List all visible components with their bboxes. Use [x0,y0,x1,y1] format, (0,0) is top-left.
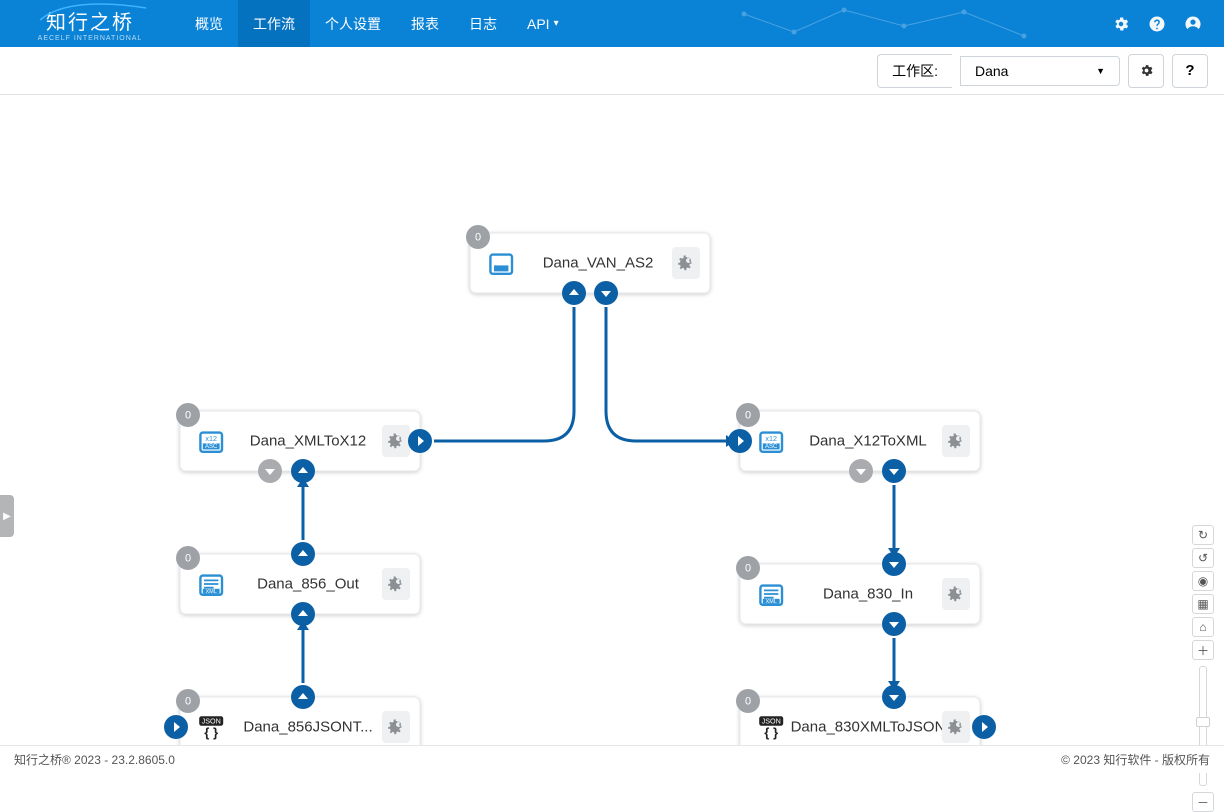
port-up-icon[interactable] [291,459,315,483]
svg-text:JSON: JSON [762,716,781,725]
nav-item-概览[interactable]: 概览 [180,0,238,47]
svg-text:Dana_XMLToX12: Dana_XMLToX12 [250,433,366,450]
svg-text:x12: x12 [205,434,217,443]
eye-button[interactable]: ◉ [1192,571,1214,591]
workspace-toolbar: 工作区: Dana ▼ ? [0,47,1224,95]
svg-text:Dana_830XMLToJSON: Dana_830XMLToJSON [791,719,946,736]
port-down-icon[interactable] [258,459,282,483]
brand-logo: 知行之桥 AECELF INTERNATIONAL [0,0,180,47]
svg-text:0: 0 [185,409,191,421]
nav-item-API[interactable]: API▾ [512,0,574,47]
plus-button[interactable]: ＋ [1192,640,1214,660]
svg-text:Dana_856JSONT...: Dana_856JSONT... [243,719,372,736]
svg-text:Dana_X12ToXML: Dana_X12ToXML [809,433,927,450]
redo-button[interactable]: ↻ [1192,525,1214,545]
port-right-icon[interactable] [728,429,752,453]
port-up-icon[interactable] [291,602,315,626]
node-830json[interactable]: 0 JSON{ } Dana_830XMLToJSON [736,689,980,745]
svg-text:{ }: { } [764,725,778,740]
svg-text:0: 0 [185,552,191,564]
port-down-icon[interactable] [849,459,873,483]
svg-text:0: 0 [745,695,751,707]
chevron-down-icon: ▾ [554,18,559,29]
top-navbar: 知行之桥 AECELF INTERNATIONAL 概览工作流个人设置报表日志A… [0,0,1224,47]
nav-items: 概览工作流个人设置报表日志API▾ [180,0,574,47]
svg-text:0: 0 [185,695,191,707]
undo-button[interactable]: ↺ [1192,548,1214,568]
footer: 知行之桥® 2023 - 23.2.8605.0 © 2023 知行软件 - 版… [0,745,1224,773]
port-up-icon[interactable] [291,685,315,709]
port-up-icon[interactable] [562,281,586,305]
svg-text:0: 0 [745,409,751,421]
port-down-icon[interactable] [882,552,906,576]
flow-canvas[interactable]: ▶ 0Dana_VAN_AS20x12ASCDana_XMLToX120x12A… [0,95,1224,745]
zoom-out-button[interactable]: － [1192,792,1214,812]
nav-item-日志[interactable]: 日志 [454,0,512,47]
port-down-icon[interactable] [882,612,906,636]
svg-text:0: 0 [745,562,751,574]
svg-text:ASC: ASC [765,444,778,450]
svg-text:Dana_856_Out: Dana_856_Out [257,576,360,593]
svg-text:{ }: { } [204,725,218,740]
grid-button[interactable]: ▦ [1192,594,1214,614]
footer-version: 知行之桥® 2023 - 23.2.8605.0 [14,751,175,768]
svg-text:XML: XML [206,589,217,595]
svg-text:XML: XML [766,599,777,605]
svg-text:ASC: ASC [205,444,218,450]
user-icon[interactable] [1184,15,1202,33]
port-right-icon[interactable] [408,429,432,453]
nav-item-个人设置[interactable]: 个人设置 [310,0,396,47]
workspace-settings-button[interactable] [1128,54,1164,88]
edge [434,307,574,441]
port-up-icon[interactable] [291,542,315,566]
svg-text:x12: x12 [765,434,777,443]
footer-copyright: © 2023 知行软件 - 版权所有 [1061,751,1210,768]
home-button[interactable]: ⌂ [1192,617,1214,637]
node-van[interactable]: 0 Dana_VAN_AS2 [466,225,710,293]
port-down-icon[interactable] [882,459,906,483]
toolbar-help-button[interactable]: ? [1172,54,1208,88]
left-drawer-handle[interactable]: ▶ [0,495,14,537]
nav-item-工作流[interactable]: 工作流 [238,0,310,47]
chevron-down-icon: ▼ [1096,66,1105,76]
node-830in[interactable]: 0 XML Dana_830_In [736,556,980,624]
port-right-icon[interactable] [164,715,188,739]
decorative-network [724,0,1084,47]
edge [606,307,726,441]
workspace-label: 工作区: [877,54,952,88]
gear-icon[interactable] [1112,15,1130,33]
port-down-icon[interactable] [594,281,618,305]
svg-text:Dana_830_In: Dana_830_In [823,586,913,603]
svg-text:Dana_VAN_AS2: Dana_VAN_AS2 [543,255,654,272]
svg-text:JSON: JSON [202,716,221,725]
zoom-thumb[interactable] [1196,717,1210,727]
port-down-icon[interactable] [882,685,906,709]
port-right-icon[interactable] [972,715,996,739]
workspace-select[interactable]: Dana ▼ [960,56,1120,86]
logo-text: 知行之桥 [46,6,134,35]
nav-right [1112,0,1224,47]
help-icon[interactable] [1148,15,1166,33]
svg-text:0: 0 [475,231,481,243]
nav-item-报表[interactable]: 报表 [396,0,454,47]
